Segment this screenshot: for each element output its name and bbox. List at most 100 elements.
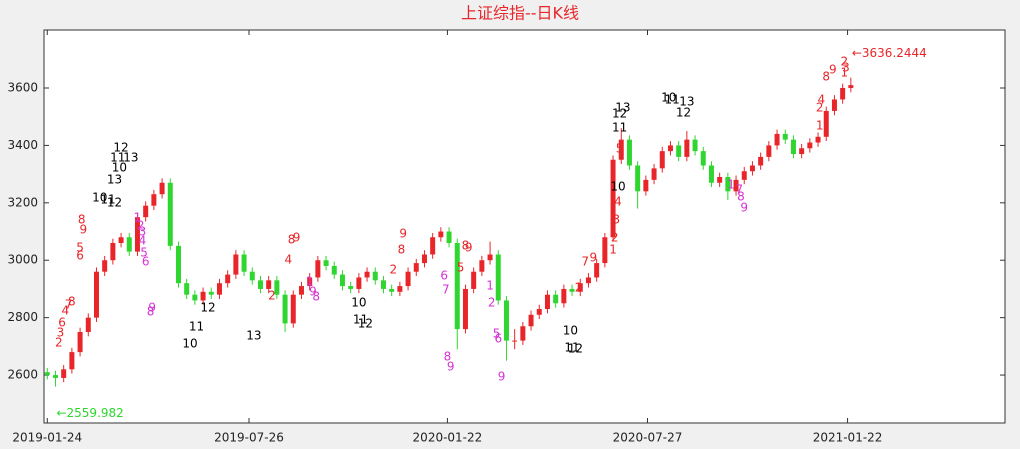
y-tick-label: 2800 bbox=[7, 310, 38, 324]
count-label: 13 bbox=[615, 101, 630, 115]
candle-body bbox=[446, 231, 452, 244]
candle-body bbox=[659, 151, 665, 169]
candle-body bbox=[282, 294, 288, 324]
candle-body bbox=[348, 286, 354, 289]
candle-body bbox=[216, 283, 222, 295]
count-label: 8 bbox=[822, 70, 830, 84]
x-tick-label: 2021-01-22 bbox=[813, 431, 883, 445]
plot-area bbox=[43, 29, 1006, 424]
candle-body bbox=[684, 139, 690, 157]
candle-body bbox=[700, 151, 706, 166]
count-label: 11 bbox=[189, 320, 204, 334]
count-label: 2 bbox=[268, 288, 276, 302]
count-label: 7 bbox=[581, 254, 589, 268]
count-label: 2 bbox=[611, 231, 619, 245]
candle-body bbox=[725, 176, 731, 192]
count-label: 8 bbox=[398, 242, 406, 256]
count-label: 1 bbox=[816, 118, 824, 132]
count-label: 1 bbox=[134, 211, 142, 225]
count-label: 6 bbox=[142, 254, 150, 268]
candle-body bbox=[618, 139, 624, 160]
candle-body bbox=[626, 139, 632, 166]
candle-body bbox=[758, 156, 764, 166]
count-label: 10 bbox=[92, 190, 107, 204]
y-tick-label: 3600 bbox=[7, 80, 38, 94]
candle-body bbox=[126, 237, 132, 252]
y-tick-label: 3200 bbox=[7, 195, 38, 209]
candle-body bbox=[356, 277, 362, 289]
candle-body bbox=[487, 254, 493, 261]
x-tick-label: 2020-07-27 bbox=[613, 431, 683, 445]
candle-body bbox=[175, 245, 181, 284]
count-label: 12 bbox=[612, 107, 627, 121]
candle-body bbox=[44, 372, 50, 376]
count-label: 6 bbox=[76, 248, 84, 262]
candle-body bbox=[249, 271, 255, 281]
count-label: 8 bbox=[78, 213, 86, 227]
candle-body bbox=[405, 271, 411, 287]
count-label: 12 bbox=[200, 301, 215, 315]
count-label: 13 bbox=[123, 151, 138, 165]
count-label: 2 bbox=[55, 335, 63, 349]
count-label: 12 bbox=[107, 196, 122, 210]
candle-body bbox=[397, 286, 403, 292]
count-label: 5 bbox=[457, 260, 465, 274]
candle-body bbox=[380, 280, 386, 289]
candle-body bbox=[389, 288, 395, 292]
count-label: 5 bbox=[76, 241, 84, 255]
count-label: 9 bbox=[293, 231, 301, 245]
candle-body bbox=[831, 99, 837, 111]
count-label: 2 bbox=[389, 262, 397, 276]
count-label: 9 bbox=[80, 223, 88, 237]
count-label: 6 bbox=[58, 316, 66, 330]
count-label: 8 bbox=[147, 305, 155, 319]
count-label: 10 bbox=[661, 91, 676, 105]
candle-body bbox=[667, 145, 673, 152]
count-label: 5 bbox=[616, 142, 624, 156]
candle-body bbox=[307, 277, 313, 287]
x-tick-label: 2019-07-26 bbox=[214, 431, 284, 445]
candle-body bbox=[643, 179, 649, 192]
chart-title: 上证综指--日K线 bbox=[461, 4, 579, 23]
count-label: 8 bbox=[444, 349, 452, 363]
count-label: 12 bbox=[568, 342, 583, 356]
count-label: 11 bbox=[100, 192, 115, 206]
candle-body bbox=[823, 110, 829, 137]
count-label: 6 bbox=[494, 332, 502, 346]
candle-body bbox=[323, 260, 329, 266]
candle-body bbox=[520, 326, 526, 341]
candle-body bbox=[421, 254, 427, 264]
candle-body bbox=[61, 369, 67, 378]
candle-body bbox=[159, 182, 165, 195]
candle-body bbox=[594, 263, 600, 278]
candle-body bbox=[364, 271, 370, 278]
count-label: 1 bbox=[486, 279, 494, 293]
candle-body bbox=[799, 148, 805, 155]
candle-body bbox=[848, 85, 854, 88]
candle-body bbox=[462, 288, 468, 330]
candle-body bbox=[454, 243, 460, 330]
count-label: 2 bbox=[840, 54, 848, 68]
candle-body bbox=[733, 179, 739, 192]
candle-body bbox=[241, 254, 247, 272]
count-label: 2 bbox=[137, 219, 145, 233]
candle-body bbox=[225, 274, 231, 284]
candle-body bbox=[118, 237, 124, 244]
extreme-label: ←2559.982 bbox=[56, 406, 123, 420]
x-tick-label: 2019-01-24 bbox=[12, 431, 82, 445]
candle-body bbox=[840, 87, 846, 100]
count-label: 10 bbox=[182, 337, 197, 351]
count-label: 7 bbox=[442, 283, 450, 297]
count-label: 9 bbox=[829, 62, 837, 76]
y-tick-label: 3000 bbox=[7, 253, 38, 267]
candle-body bbox=[741, 171, 747, 180]
candle-body bbox=[69, 352, 75, 370]
candle-body bbox=[339, 274, 345, 287]
count-label: 3 bbox=[613, 213, 621, 227]
candle-body bbox=[315, 260, 321, 278]
count-label: 11 bbox=[110, 151, 125, 165]
count-label: 8 bbox=[68, 295, 76, 309]
count-label: 8 bbox=[288, 233, 296, 247]
candle-body bbox=[708, 165, 714, 183]
candle-body bbox=[167, 182, 173, 246]
